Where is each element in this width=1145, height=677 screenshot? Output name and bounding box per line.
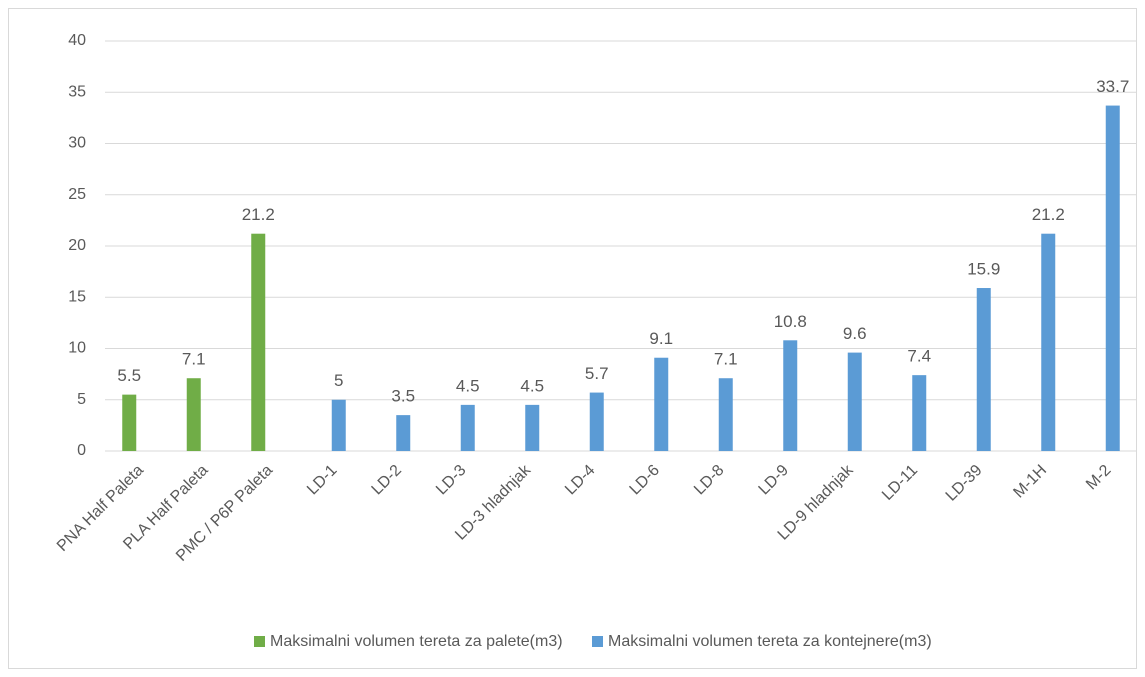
data-label: 7.4: [907, 347, 931, 366]
bar: [186, 378, 201, 451]
bar: [525, 404, 540, 451]
bar: [331, 399, 346, 451]
bar: [654, 357, 669, 451]
y-tick-label: 25: [68, 186, 86, 203]
data-label: 7.1: [714, 350, 738, 369]
bar: [718, 378, 733, 451]
data-label: 4.5: [456, 376, 480, 395]
data-label: 5: [334, 371, 343, 390]
data-label: 7.1: [182, 350, 206, 369]
y-tick-label: 15: [68, 288, 86, 305]
legend-swatch: [254, 636, 265, 647]
bar: [976, 288, 991, 451]
chart-border: [8, 8, 1137, 669]
data-label: 10.8: [774, 312, 807, 331]
data-label: 21.2: [1032, 205, 1065, 224]
y-tick-label: 35: [68, 83, 86, 100]
data-label: 4.5: [520, 376, 544, 395]
y-tick-label: 10: [68, 340, 86, 357]
y-tick-label: 20: [68, 237, 86, 254]
legend-label: Maksimalni volumen tereta za kontejnere(…: [608, 633, 932, 650]
bar: [783, 340, 798, 451]
y-tick-label: 40: [68, 32, 86, 49]
y-tick-label: 0: [77, 442, 86, 459]
bar: [1105, 105, 1120, 451]
bar: [251, 233, 266, 451]
bar: [396, 415, 411, 451]
bar: [847, 352, 862, 451]
bar: [122, 394, 137, 451]
bar: [460, 404, 475, 451]
legend-label: Maksimalni volumen tereta za palete(m3): [270, 633, 563, 650]
data-label: 9.1: [649, 329, 673, 348]
bar: [912, 375, 927, 451]
data-label: 3.5: [391, 387, 415, 406]
bar: [1041, 233, 1056, 451]
bar: [589, 392, 604, 451]
data-label: 21.2: [242, 205, 275, 224]
data-label: 5.7: [585, 364, 609, 383]
y-tick-label: 30: [68, 135, 86, 152]
data-label: 9.6: [843, 324, 867, 343]
data-label: 15.9: [967, 260, 1000, 279]
data-label: 33.7: [1096, 77, 1129, 96]
legend-swatch: [592, 636, 603, 647]
data-label: 5.5: [117, 366, 141, 385]
y-tick-label: 5: [77, 391, 86, 408]
